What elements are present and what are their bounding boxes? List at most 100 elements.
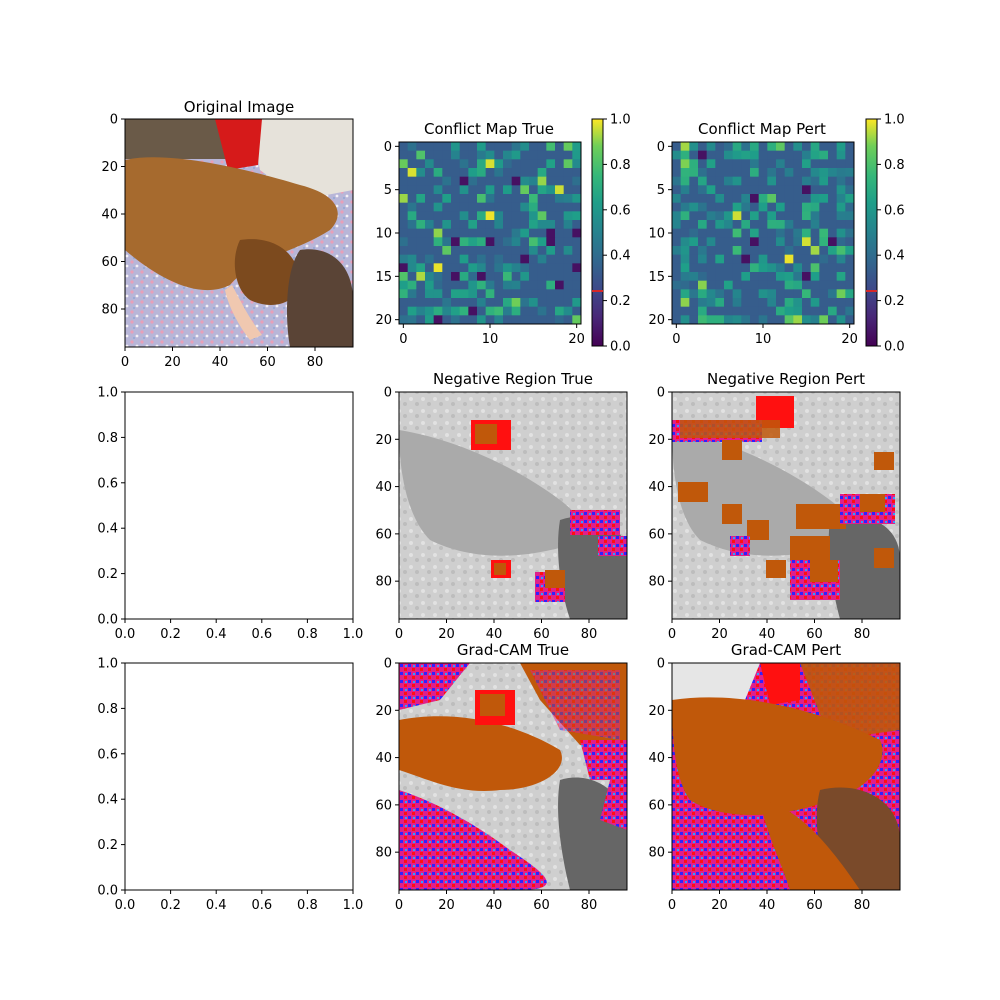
heatmap-cell: [706, 159, 716, 169]
heatmap-cell: [503, 194, 513, 204]
heatmap-cell: [451, 254, 461, 264]
heatmap-cell: [845, 280, 855, 290]
heatmap-cell: [546, 272, 556, 282]
heatmap-cell: [758, 194, 768, 204]
heatmap-cell: [680, 237, 690, 247]
heatmap-cell: [758, 185, 768, 195]
heatmap-cell: [689, 263, 699, 273]
heatmap-cell: [732, 306, 742, 316]
heatmap-cell: [845, 272, 855, 282]
heatmap-cell: [724, 298, 734, 308]
heatmap-cell: [689, 289, 699, 299]
heatmap-cell: [845, 228, 855, 238]
heatmap-cell: [529, 246, 539, 256]
y-tick-label: 40: [648, 751, 665, 766]
x-tick-label: 60: [533, 898, 550, 913]
heatmap-cell: [732, 272, 742, 282]
x-tick-label: 0.2: [160, 898, 181, 913]
heatmap-cell: [680, 263, 690, 273]
heatmap-cell: [503, 202, 513, 212]
heatmap-cell: [706, 298, 716, 308]
heatmap-cell: [511, 142, 521, 152]
heatmap-cell: [750, 228, 760, 238]
heatmap-cell: [845, 315, 855, 325]
heatmap-cell: [555, 142, 565, 152]
panel-title: Original Image: [184, 98, 294, 116]
heatmap-cell: [767, 159, 777, 169]
heatmap-cell: [529, 168, 539, 178]
heatmap-cell: [520, 306, 530, 316]
heatmap-cell: [503, 176, 513, 186]
y-tick-label: 40: [375, 480, 392, 495]
heatmap-cell: [451, 159, 461, 169]
y-tick-label: 0: [110, 113, 118, 128]
heatmap-cell: [724, 263, 734, 273]
heatmap-cell: [433, 168, 443, 178]
heatmap-cell: [698, 194, 708, 204]
heatmap-cell: [563, 306, 573, 316]
heatmap-cell: [494, 263, 504, 273]
heatmap-cell: [680, 246, 690, 256]
heatmap-cell: [732, 211, 742, 221]
heatmap-cell: [459, 194, 469, 204]
heatmap-cell: [563, 246, 573, 256]
heatmap-cell: [750, 298, 760, 308]
heatmap-cell: [433, 298, 443, 308]
heatmap-cell: [689, 246, 699, 256]
heatmap-cell: [767, 272, 777, 282]
heatmap-cell: [572, 150, 582, 160]
negative-region-overlay: [399, 392, 627, 619]
heatmap-cell: [784, 202, 794, 212]
heatmap-cell: [459, 289, 469, 299]
heatmap-cell: [698, 159, 708, 169]
heatmap-cell: [537, 211, 547, 221]
heatmap-cell: [442, 289, 452, 299]
heatmap-cell: [520, 176, 530, 186]
heatmap-cell: [529, 194, 539, 204]
heatmap-cell: [537, 142, 547, 152]
heatmap-cell: [819, 280, 829, 290]
heatmap-cell: [546, 246, 556, 256]
heatmap-cell: [503, 298, 513, 308]
heatmap-cell: [689, 211, 699, 221]
heatmap-cell: [698, 211, 708, 221]
heatmap-cell: [399, 246, 409, 256]
heatmap-cell: [836, 306, 846, 316]
heatmap-cell: [724, 176, 734, 186]
heatmap-cell: [537, 176, 547, 186]
heatmap-cell: [399, 306, 409, 316]
heatmap-cell: [572, 254, 582, 264]
heatmap-cell: [433, 272, 443, 282]
heatmap-cell: [459, 202, 469, 212]
heatmap-cell: [845, 168, 855, 178]
heatmap-cell: [572, 211, 582, 221]
heatmap-cell: [572, 194, 582, 204]
colorbar: 0.0 0.2 0.4 0.6 0.8 1.0: [591, 113, 631, 355]
heatmap-cell: [407, 306, 417, 316]
heatmap-cell: [776, 176, 786, 186]
heatmap-cell: [724, 185, 734, 195]
axes-ticks: 0 20 40 60 80 0 20 40 60 80: [101, 113, 323, 371]
heatmap-cell: [715, 194, 725, 204]
heatmap-cell: [810, 202, 820, 212]
heatmap-cell: [511, 159, 521, 169]
heatmap-cell: [767, 237, 777, 247]
heatmap-cell: [767, 306, 777, 316]
heatmap-cell: [706, 289, 716, 299]
heatmap-cell: [529, 176, 539, 186]
heatmap-cell: [819, 211, 829, 221]
heatmap-cell: [520, 289, 530, 299]
heatmap-cell: [468, 315, 478, 325]
heatmap-cell: [819, 315, 829, 325]
heatmap-cell: [741, 315, 751, 325]
heatmap-cell: [511, 228, 521, 238]
heatmap-cell: [784, 220, 794, 230]
axes-ticks: 0.0 0.2 0.4 0.6 0.8 1.0 0.0 0.2 0.4 0.6 0.8 1.0: [97, 386, 363, 643]
heatmap-cell: [767, 289, 777, 299]
x-tick-label: 0: [668, 898, 676, 913]
heatmap-cell: [459, 280, 469, 290]
heatmap-cell: [555, 228, 565, 238]
heatmap-cell: [529, 159, 539, 169]
